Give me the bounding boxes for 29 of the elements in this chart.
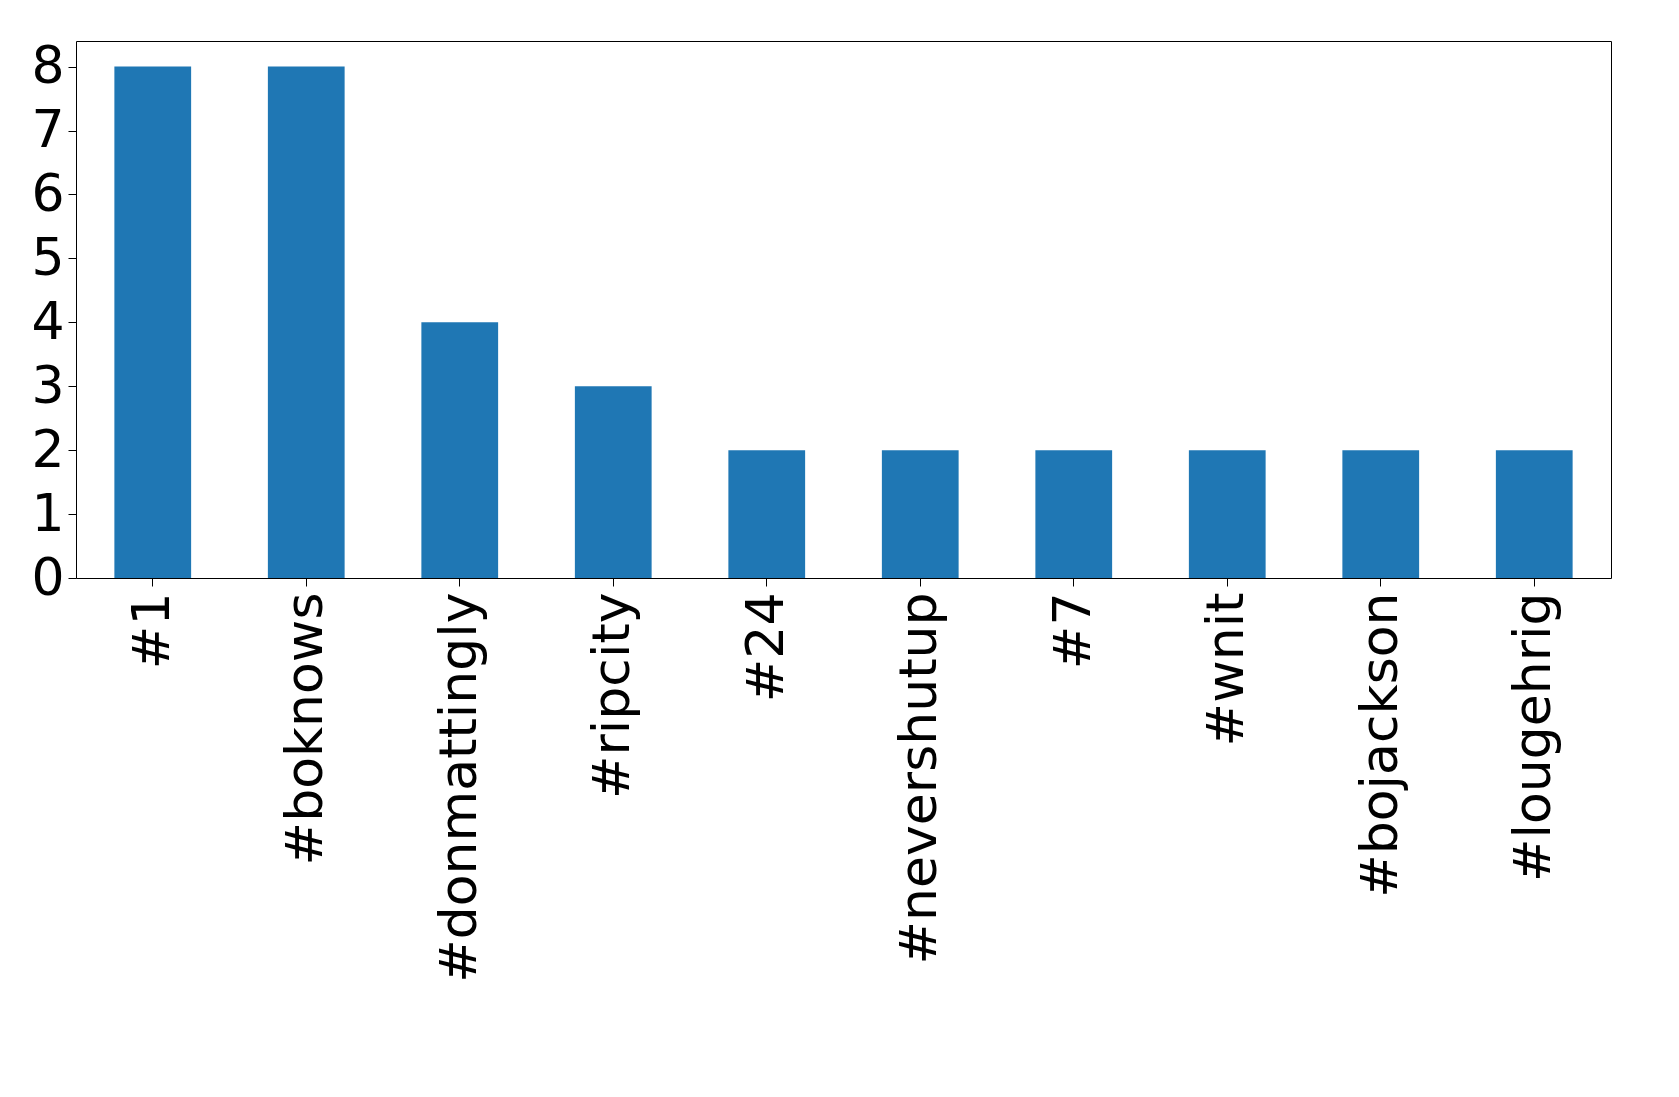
bar — [574, 386, 652, 578]
y-tick-label: 1 — [31, 482, 65, 543]
x-tick-label: #nevershutup — [888, 592, 949, 965]
x-tick-label: #7 — [1041, 592, 1102, 670]
y-tick-label: 8 — [31, 35, 65, 96]
bar — [421, 322, 499, 578]
x-tick-label: #bojackson — [1348, 592, 1409, 898]
y-tick-label: 0 — [31, 546, 65, 607]
bar — [1035, 450, 1113, 578]
x-tick-label: #1 — [120, 592, 181, 670]
bar — [1342, 450, 1420, 578]
bar — [267, 66, 345, 578]
bar — [114, 66, 192, 578]
x-tick-label: #24 — [734, 592, 795, 703]
bar — [881, 450, 959, 578]
y-tick-label: 5 — [31, 226, 65, 287]
y-tick-label: 7 — [31, 99, 65, 159]
y-tick-label: 4 — [31, 290, 65, 351]
x-tick-label: #ripcity — [581, 592, 642, 800]
x-tick-label: #lougehrig — [1502, 592, 1563, 883]
x-tick-label: #boknows — [274, 592, 335, 866]
bar — [1188, 450, 1266, 578]
y-tick-label: 6 — [31, 162, 65, 223]
y-tick-label: 2 — [31, 418, 65, 479]
x-tick-label: #donmattingly — [427, 592, 488, 983]
bar — [728, 450, 806, 578]
bar — [1495, 450, 1573, 578]
y-tick-label: 3 — [31, 354, 65, 415]
x-tick-label: #wnit — [1195, 592, 1256, 747]
